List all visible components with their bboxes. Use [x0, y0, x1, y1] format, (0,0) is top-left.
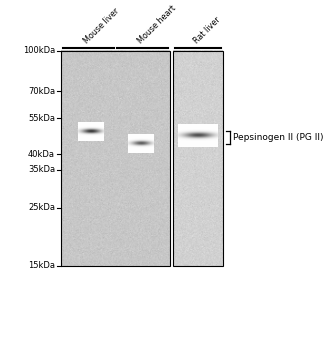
Text: 15kDa: 15kDa [28, 261, 55, 270]
Text: 25kDa: 25kDa [28, 203, 55, 212]
Text: Rat liver: Rat liver [192, 16, 222, 46]
Text: 70kDa: 70kDa [28, 86, 55, 96]
Bar [61, 50, 170, 266]
Text: 35kDa: 35kDa [28, 165, 55, 174]
Bar [173, 50, 223, 266]
Text: Mouse heart: Mouse heart [136, 4, 178, 46]
Text: Mouse liver: Mouse liver [82, 7, 121, 46]
Text: 100kDa: 100kDa [23, 46, 55, 55]
Text: 55kDa: 55kDa [28, 114, 55, 123]
Text: 40kDa: 40kDa [28, 150, 55, 159]
Text: Pepsinogen II (PG II): Pepsinogen II (PG II) [233, 133, 323, 142]
